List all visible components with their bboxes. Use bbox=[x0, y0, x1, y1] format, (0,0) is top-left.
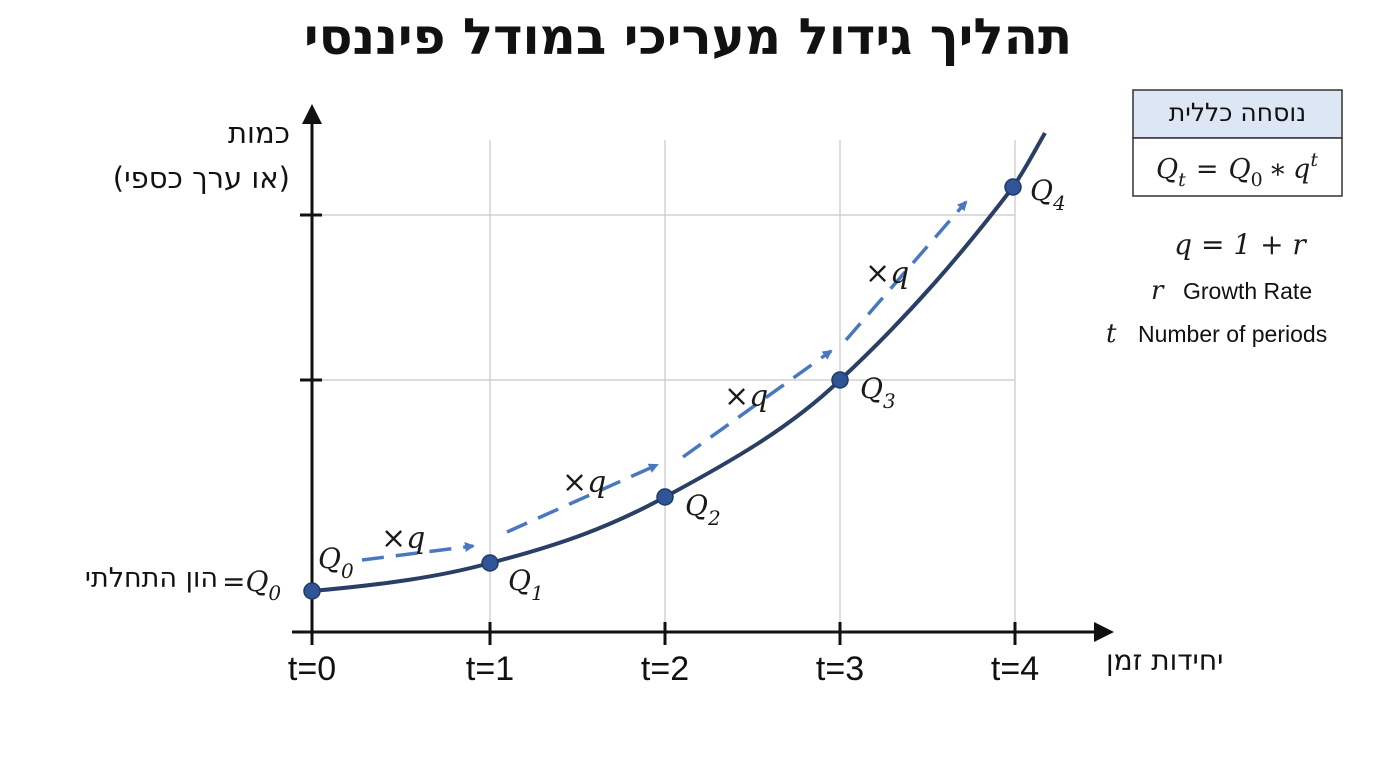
formula-header: נוסחה כללית bbox=[1168, 98, 1307, 127]
initial-value-label: הון התחלתי bbox=[84, 563, 218, 594]
subscript: 3 bbox=[883, 389, 896, 413]
step-label: ×q bbox=[724, 379, 768, 414]
symbol: =Q bbox=[222, 565, 268, 598]
x-tick-label: t=0 bbox=[288, 650, 336, 688]
step-labels: ×q ×q ×q ×q bbox=[381, 256, 909, 556]
step-arrows bbox=[361, 200, 968, 562]
point bbox=[656, 488, 674, 506]
x-tick-label: t=4 bbox=[991, 650, 1039, 688]
operator: = bbox=[1196, 154, 1219, 185]
symbol: Q bbox=[1156, 154, 1178, 185]
step-arrow bbox=[844, 200, 968, 342]
q-definition: q = 1 + r bbox=[1174, 228, 1307, 261]
step-arrow bbox=[681, 349, 833, 459]
symbol: Q bbox=[508, 564, 531, 597]
point bbox=[831, 371, 849, 389]
point bbox=[1004, 178, 1022, 196]
variable-symbol: r bbox=[1151, 276, 1165, 306]
point-label: Q4 bbox=[1030, 174, 1066, 215]
variable-description: Number of periods bbox=[1138, 321, 1327, 347]
point bbox=[481, 554, 499, 572]
step-arrow bbox=[506, 463, 659, 534]
subscript: 2 bbox=[707, 506, 721, 530]
subscript: 0 bbox=[268, 581, 281, 605]
subscript: t bbox=[1178, 169, 1186, 191]
superscript: t bbox=[1310, 149, 1318, 171]
point bbox=[303, 582, 321, 600]
growth-curve bbox=[311, 131, 1047, 593]
symbol: Q bbox=[318, 542, 341, 575]
point-label: Q0 bbox=[318, 542, 354, 583]
formula-box bbox=[1132, 137, 1343, 197]
x-tick-label: t=1 bbox=[466, 650, 514, 688]
symbol: Q bbox=[685, 489, 708, 522]
step-arrow bbox=[361, 542, 475, 562]
symbol: q bbox=[1293, 154, 1310, 185]
subscript: 0 bbox=[1251, 169, 1263, 191]
grid bbox=[312, 140, 1016, 632]
symbol: Q bbox=[860, 372, 883, 405]
x-axis-label: יחידות זמן bbox=[1106, 644, 1224, 677]
y-axis-label: כמות bbox=[228, 116, 290, 150]
variable-symbol: t bbox=[1106, 319, 1117, 349]
point-label: Q3 bbox=[860, 372, 896, 413]
y-axis-label: (או ערך כספי) bbox=[112, 161, 290, 195]
formula-header-box bbox=[1132, 89, 1343, 139]
formula: Qt = Q0 ∗ qt bbox=[1156, 149, 1318, 191]
subscript: 0 bbox=[341, 559, 354, 583]
symbol: Q bbox=[1030, 174, 1053, 207]
symbol: Q bbox=[1228, 154, 1250, 185]
subscript: 1 bbox=[531, 581, 544, 605]
point-label: Q1 bbox=[508, 564, 544, 605]
point-labels: Q0 Q1 Q2 Q3 Q4 bbox=[318, 174, 1066, 605]
x-tick-labels: t=0 t=1 t=2 t=3 t=4 bbox=[288, 650, 1039, 688]
x-tick-label: t=2 bbox=[641, 650, 689, 688]
axes bbox=[292, 104, 1114, 645]
title: תהליך גידול מעריכי במודל פיננסי bbox=[303, 8, 1073, 66]
x-tick-label: t=3 bbox=[816, 650, 864, 688]
step-label: ×q bbox=[381, 521, 425, 556]
initial-symbol: =Q0 bbox=[222, 565, 281, 605]
operator: ∗ bbox=[1269, 154, 1287, 185]
step-label: ×q bbox=[562, 465, 606, 500]
y-arrow bbox=[302, 104, 322, 124]
subscript: 4 bbox=[1052, 191, 1066, 215]
step-label: ×q bbox=[865, 256, 909, 291]
x-arrow bbox=[1094, 622, 1114, 642]
points bbox=[303, 178, 1022, 600]
variable-description: Growth Rate bbox=[1183, 278, 1312, 304]
point-label: Q2 bbox=[685, 489, 721, 530]
